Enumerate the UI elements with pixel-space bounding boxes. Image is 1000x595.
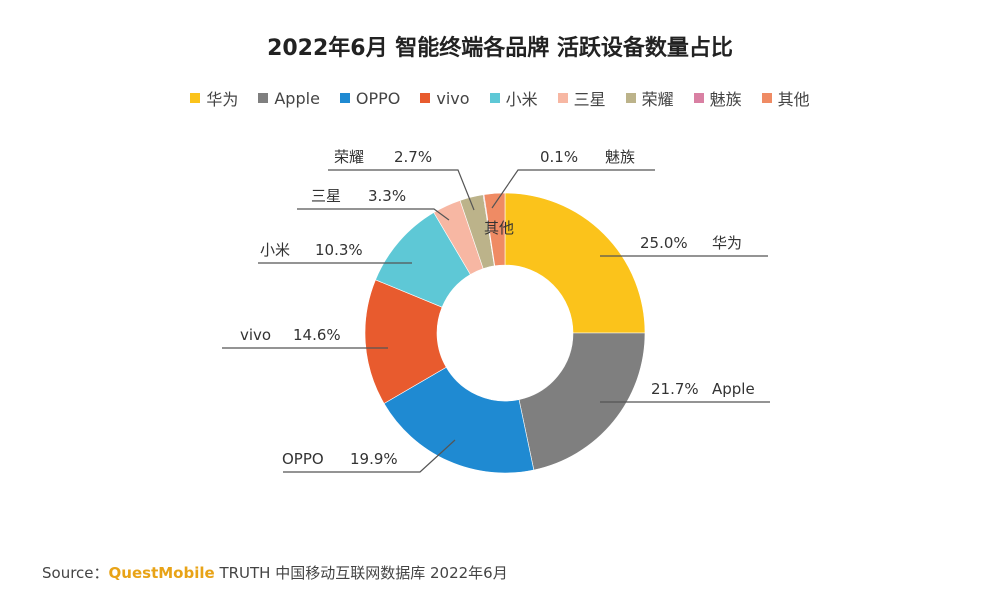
legend-swatch xyxy=(420,93,431,103)
legend-swatch xyxy=(557,93,568,103)
legend-item: vivo xyxy=(420,88,470,108)
data-label: 0.1% xyxy=(540,148,578,166)
data-label: 21.7% xyxy=(651,380,699,398)
legend-label: vivo xyxy=(436,88,470,108)
legend-label: 小米 xyxy=(505,90,538,109)
legend-swatch xyxy=(761,93,772,103)
category-label: 三星 xyxy=(311,187,341,205)
category-label-other: 其他 xyxy=(484,219,514,237)
category-label: OPPO xyxy=(282,450,324,468)
legend-label: 荣耀 xyxy=(641,90,674,109)
legend-label: Apple xyxy=(274,88,320,108)
leader-line xyxy=(283,439,456,473)
legend-item: Apple xyxy=(258,89,320,108)
legend-item: 荣耀 xyxy=(625,86,674,110)
donut-chart: 25.0% 华为 21.7% Apple 19.9% OPPO 14.6% vivo 10.3%… xyxy=(222,148,770,474)
leader-line xyxy=(297,208,450,221)
category-label: 荣耀 xyxy=(334,148,364,166)
leader-line xyxy=(328,169,475,211)
category-label: 华为 xyxy=(712,234,742,252)
slice-2 xyxy=(518,332,646,471)
legend-label: 三星 xyxy=(573,90,606,109)
source-prefix: Source： xyxy=(42,564,109,582)
legend-swatch xyxy=(489,93,500,103)
data-label: 3.3% xyxy=(368,187,406,205)
source-brand: QuestMobile xyxy=(108,564,215,582)
slice-9 xyxy=(483,192,506,267)
legend-item: 魅族 xyxy=(693,86,742,110)
data-label: 2.7% xyxy=(394,148,432,166)
legend-label: OPPO xyxy=(355,88,401,108)
slice-1 xyxy=(504,192,646,334)
category-label: Apple xyxy=(712,380,755,398)
source-note: Source：QuestMobile TRUTH 中国移动互联网数据库 2022… xyxy=(42,562,508,583)
legend-item: 三星 xyxy=(557,86,606,110)
chart-legend: 华为 Apple OPPO vivo 小米 三星 荣耀 魅族 其他 xyxy=(0,86,1000,110)
legend-swatch xyxy=(625,93,636,103)
category-label: vivo xyxy=(240,326,271,344)
legend-label: 华为 xyxy=(206,90,239,109)
category-label: 小米 xyxy=(260,241,290,259)
legend-item: 小米 xyxy=(489,86,538,110)
legend-item: 其他 xyxy=(761,86,810,110)
leader-line xyxy=(491,169,655,209)
data-label: 14.6% xyxy=(293,326,341,344)
legend-label: 魅族 xyxy=(709,90,742,109)
legend-swatch xyxy=(693,93,704,103)
source-text: TRUTH 中国移动互联网数据库 2022年6月 xyxy=(219,564,508,582)
legend-swatch xyxy=(258,93,269,103)
data-label: 19.9% xyxy=(350,450,398,468)
legend-item: 华为 xyxy=(190,86,238,110)
chart-title: 2022年6月 智能终端各品牌 活跃设备数量占比 xyxy=(267,36,733,61)
category-label: 魅族 xyxy=(605,148,635,166)
legend-item: OPPO xyxy=(339,88,401,108)
data-label: 25.0% xyxy=(640,234,688,252)
legend-label: 其他 xyxy=(777,90,810,109)
legend-swatch xyxy=(339,93,350,103)
data-label: 10.3% xyxy=(315,241,363,259)
legend-swatch xyxy=(190,93,201,103)
slice-3 xyxy=(383,366,535,474)
